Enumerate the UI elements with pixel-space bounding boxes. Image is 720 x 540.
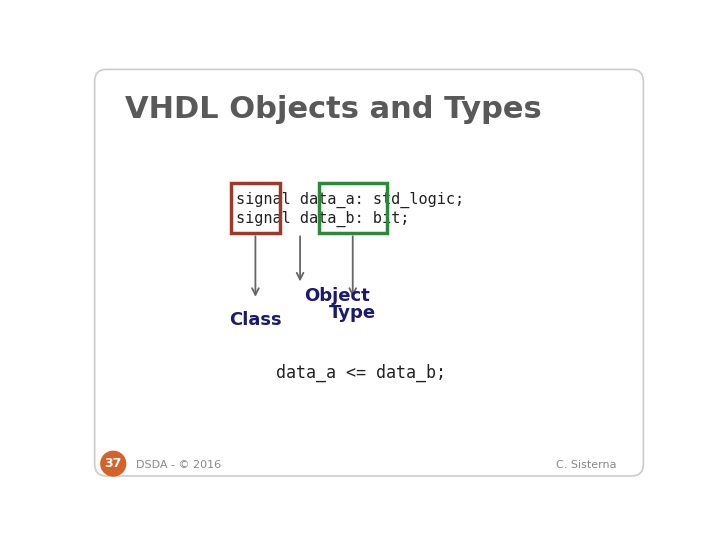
- Text: 37: 37: [104, 457, 122, 470]
- FancyBboxPatch shape: [94, 70, 644, 476]
- Text: Object: Object: [304, 287, 369, 305]
- Text: signal data_b: bit;: signal data_b: bit;: [235, 211, 409, 227]
- Text: data_a <= data_b;: data_a <= data_b;: [276, 363, 446, 382]
- Circle shape: [101, 451, 126, 476]
- Text: signal data_a: std_logic;: signal data_a: std_logic;: [235, 192, 464, 208]
- Text: DSDA - © 2016: DSDA - © 2016: [137, 460, 222, 470]
- Text: Class: Class: [229, 311, 282, 329]
- Text: C. Sisterna: C. Sisterna: [557, 460, 617, 470]
- Text: Type: Type: [329, 303, 377, 321]
- Text: VHDL Objects and Types: VHDL Objects and Types: [125, 95, 541, 124]
